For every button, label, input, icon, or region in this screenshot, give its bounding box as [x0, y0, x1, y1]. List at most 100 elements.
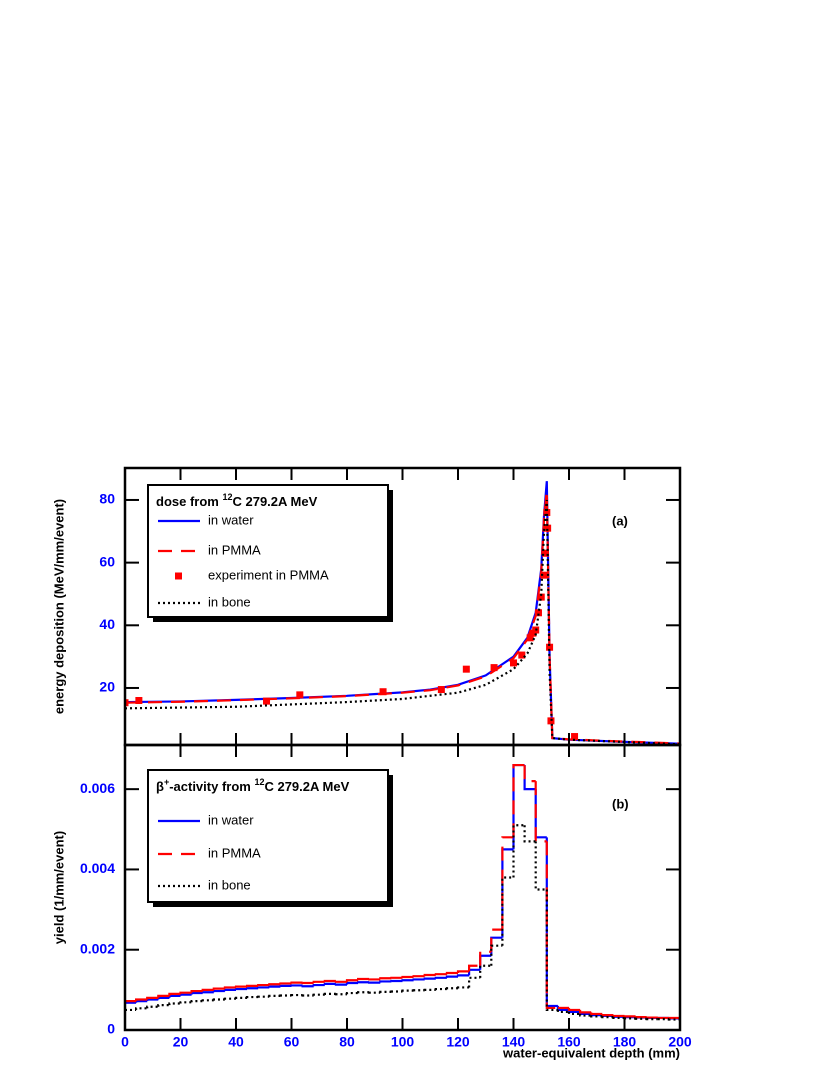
- histogram-step: [234, 987, 248, 991]
- legend-title-part: dose from: [156, 494, 222, 509]
- histogram-step: [534, 841, 547, 891]
- x-tick-label: 20: [173, 1034, 189, 1050]
- series-line: [125, 499, 680, 745]
- histogram-step: [290, 981, 303, 984]
- histogram-step: [201, 999, 214, 1002]
- histogram-step: [334, 983, 347, 986]
- x-tick-label: 60: [284, 1034, 300, 1050]
- histogram-step: [379, 980, 392, 983]
- legend-label: in bone: [208, 877, 251, 892]
- histogram-step: [445, 971, 458, 975]
- legend-title-part: 12: [222, 492, 232, 502]
- histogram-step: [456, 970, 470, 973]
- histogram-step: [212, 989, 225, 993]
- histogram-step: [146, 996, 159, 1000]
- histogram-step: [445, 987, 458, 990]
- plot-area: [125, 481, 680, 745]
- histogram-step: [401, 975, 414, 979]
- x-tick-label: 140: [502, 1034, 526, 1050]
- x-tick-label: 160: [557, 1034, 581, 1050]
- legend-label: in water: [208, 512, 254, 527]
- legend-label: in PMMA: [208, 845, 261, 860]
- histogram-step: [357, 977, 370, 981]
- legend-title: dose from 12C 279.2A MeV: [156, 492, 318, 509]
- histogram-step: [379, 977, 392, 980]
- data-point: [537, 593, 545, 601]
- y-tick-label: 80: [99, 491, 115, 507]
- histogram-step: [157, 996, 170, 1000]
- legend-title-part: C 279.2A MeV: [232, 494, 317, 509]
- histogram-step: [146, 1005, 159, 1009]
- data-point: [379, 688, 387, 696]
- histogram-step: [323, 979, 336, 983]
- legend-marker: [175, 572, 182, 580]
- data-point: [543, 508, 551, 516]
- x-axis-label: water-equivalent depth (mm): [502, 1045, 680, 1060]
- histogram-step: [479, 954, 492, 970]
- legend-title-part: +: [164, 777, 169, 787]
- data-point: [263, 697, 271, 705]
- histogram-step: [545, 889, 558, 1012]
- panel-label: (b): [612, 796, 629, 811]
- histogram-step: [468, 968, 481, 976]
- histogram-step: [567, 1007, 581, 1012]
- data-point: [571, 733, 579, 741]
- y-tick-label: 0: [107, 1021, 115, 1037]
- histogram-step: [357, 991, 370, 994]
- x-tick-label: 100: [391, 1034, 415, 1050]
- histogram-step: [135, 998, 148, 1002]
- histogram-step: [345, 981, 359, 985]
- legend-label: in bone: [208, 594, 251, 609]
- histogram-step: [490, 944, 503, 966]
- histogram-step: [523, 765, 536, 783]
- histogram-step: [512, 763, 525, 850]
- x-tick-label: 40: [228, 1034, 244, 1050]
- histogram-step: [556, 1009, 569, 1014]
- histogram-step: [323, 992, 336, 995]
- histogram-step: [312, 993, 325, 996]
- plot-area: [125, 763, 680, 1021]
- legend-title-part: C 279.2A MeV: [264, 779, 349, 794]
- histogram-step: [190, 989, 203, 993]
- x-tick-label: 80: [339, 1034, 355, 1050]
- histogram-step: [312, 983, 325, 987]
- data-point: [534, 609, 542, 617]
- histogram-step: [345, 979, 359, 982]
- histogram-step: [334, 980, 347, 983]
- histogram-step: [423, 977, 436, 980]
- histogram-step: [412, 978, 425, 981]
- histogram-step: [268, 994, 281, 997]
- x-tick-label: 120: [446, 1034, 470, 1050]
- data-point: [546, 643, 554, 651]
- data-point: [541, 549, 549, 557]
- legend-label: in PMMA: [208, 542, 261, 557]
- histogram-step: [268, 985, 281, 988]
- histogram-step: [434, 987, 447, 991]
- histogram-step: [135, 1007, 148, 1010]
- histogram-step: [590, 1012, 603, 1016]
- data-point: [540, 571, 548, 579]
- histogram-step: [456, 986, 470, 989]
- histogram-step: [534, 789, 547, 839]
- legend-label: in water: [208, 812, 254, 827]
- histogram-step: [234, 996, 248, 999]
- legend-title: β+-activity from 12C 279.2A MeV: [156, 777, 350, 794]
- histogram-step: [601, 1013, 614, 1017]
- histogram-step: [179, 1001, 192, 1004]
- histogram-step: [223, 986, 236, 989]
- histogram-step: [212, 998, 225, 1001]
- histogram-step: [523, 825, 536, 843]
- data-point: [125, 699, 129, 707]
- histogram-step: [246, 995, 259, 999]
- histogram-step: [179, 993, 192, 996]
- histogram-step: [301, 985, 314, 988]
- histogram-step: [468, 976, 481, 988]
- legend-label: experiment in PMMA: [208, 567, 329, 582]
- legend-box: [147, 769, 389, 903]
- data-point: [437, 686, 445, 694]
- histogram-step: [268, 983, 281, 986]
- histogram-step: [401, 979, 414, 982]
- data-point: [526, 634, 534, 642]
